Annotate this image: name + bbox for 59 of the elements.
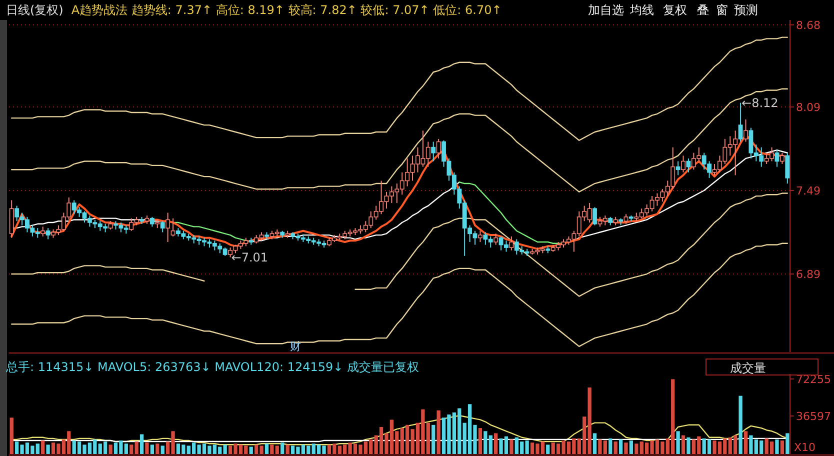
bar	[634, 444, 638, 454]
bar	[156, 444, 160, 454]
y-tick-label: 6.89	[796, 268, 820, 282]
bar	[41, 440, 45, 454]
text: 预测	[734, 3, 758, 17]
annotation: 成交量	[730, 361, 766, 375]
chart-subtitle: A趋势战法 趋势线: 7.37↑ 高位: 8.19↑ 较高: 7.82↑ 较低: 7.07↑ 低位: 6.70↑	[71, 3, 502, 17]
y-tick-label: 36597	[796, 410, 831, 423]
text: 复权	[663, 3, 687, 17]
bar	[432, 424, 436, 454]
y-tick-label: 7.49	[796, 184, 820, 198]
bar	[676, 431, 680, 454]
bar	[608, 438, 612, 454]
annotation: 财	[290, 340, 301, 353]
y-tick-label: 8.09	[796, 100, 820, 114]
bar	[484, 431, 488, 454]
text: 加自选	[588, 3, 624, 17]
bar	[223, 444, 227, 454]
text: 均线	[629, 3, 654, 17]
bar	[629, 440, 634, 454]
bar	[686, 437, 690, 454]
text: 叠	[697, 3, 709, 17]
bar	[592, 433, 597, 454]
annotation: ←7.01	[231, 250, 268, 264]
line-series	[11, 88, 788, 192]
bar	[614, 442, 618, 454]
bar	[140, 434, 144, 454]
bar	[10, 418, 14, 454]
bar	[436, 410, 440, 454]
bar	[618, 439, 623, 454]
bar	[264, 444, 269, 454]
bar	[145, 442, 149, 454]
bar	[510, 439, 514, 454]
bar	[624, 442, 628, 454]
bar	[150, 444, 154, 454]
bar	[780, 440, 784, 454]
bar	[286, 444, 290, 454]
bar	[160, 446, 164, 454]
annotation: ←8.12	[742, 96, 778, 110]
bar	[280, 442, 284, 454]
y-tick-label: 8.68	[796, 18, 820, 32]
bar	[478, 428, 482, 454]
chart-title: 日线(复权)	[6, 3, 64, 17]
bar	[488, 435, 492, 454]
text: X10	[794, 441, 816, 454]
bar	[775, 439, 779, 454]
bar	[249, 446, 253, 454]
bar	[46, 444, 50, 454]
bar	[744, 431, 748, 454]
bar	[681, 435, 686, 454]
bar	[738, 396, 742, 454]
text: 窗	[716, 3, 728, 17]
bar	[546, 444, 550, 454]
bar	[494, 433, 498, 454]
line-series	[11, 36, 788, 141]
bar	[786, 433, 790, 454]
bar	[108, 444, 112, 454]
chart-title: 总手: 114315↓ MAVOL5: 263763↓ MAVOL120: 124159↓ 成交量已复权	[5, 360, 419, 374]
line-series	[11, 414, 788, 446]
